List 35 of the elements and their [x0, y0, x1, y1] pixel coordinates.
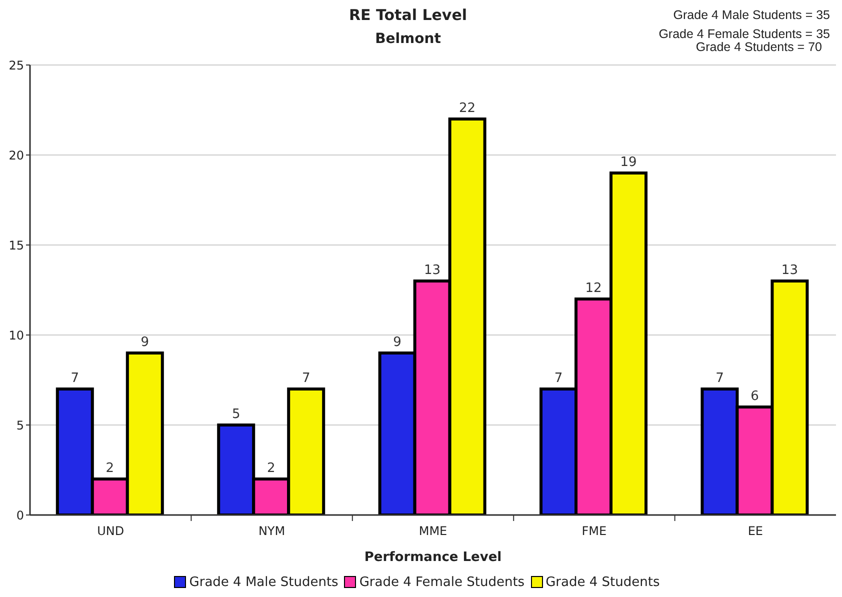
data-label: 7 [302, 371, 310, 386]
chart-subtitle: Belmont [374, 31, 442, 47]
legend-label: Grade 4 Students [546, 574, 660, 590]
data-label: 7 [70, 371, 80, 386]
x-axis-title: Performance Level [364, 550, 502, 565]
legend-label: Grade 4 Female Students [359, 574, 525, 590]
x-tick-label: EE [748, 524, 763, 538]
y-tick-label: 0 [16, 508, 24, 522]
data-label: 13 [781, 263, 798, 278]
y-tick-label: 20 [8, 148, 24, 162]
y-tick-label: 15 [8, 238, 24, 252]
data-label: 9 [393, 335, 402, 350]
x-tick-label: UND [97, 524, 124, 538]
x-tick-label: MME [418, 524, 448, 538]
text: Grade 4 Students = 70 [694, 39, 823, 56]
data-label: 5 [232, 407, 240, 422]
data-label: 2 [106, 461, 114, 476]
text: Grade 4 Female Students = 35 [658, 26, 830, 42]
data-label: 2 [266, 461, 276, 476]
chart-title: RE Total Level [348, 6, 468, 24]
y-tick-label: 25 [8, 58, 24, 72]
data-label: 7 [554, 371, 563, 386]
x-tick-label: FME [582, 524, 607, 538]
text: Grade 4 Male Students = 35 [672, 7, 830, 24]
data-label: 22 [459, 101, 476, 116]
data-label: 12 [585, 281, 602, 296]
x-tick-label: NYM [258, 524, 286, 538]
data-label: 19 [620, 155, 637, 170]
y-tick-label: 5 [16, 418, 24, 432]
data-label: 7 [716, 371, 724, 386]
y-tick-label: 10 [8, 328, 24, 342]
data-label: 9 [140, 335, 150, 350]
data-label: 6 [750, 389, 759, 404]
data-label: 13 [424, 263, 441, 278]
legend-label: Grade 4 Male Students [189, 574, 338, 590]
